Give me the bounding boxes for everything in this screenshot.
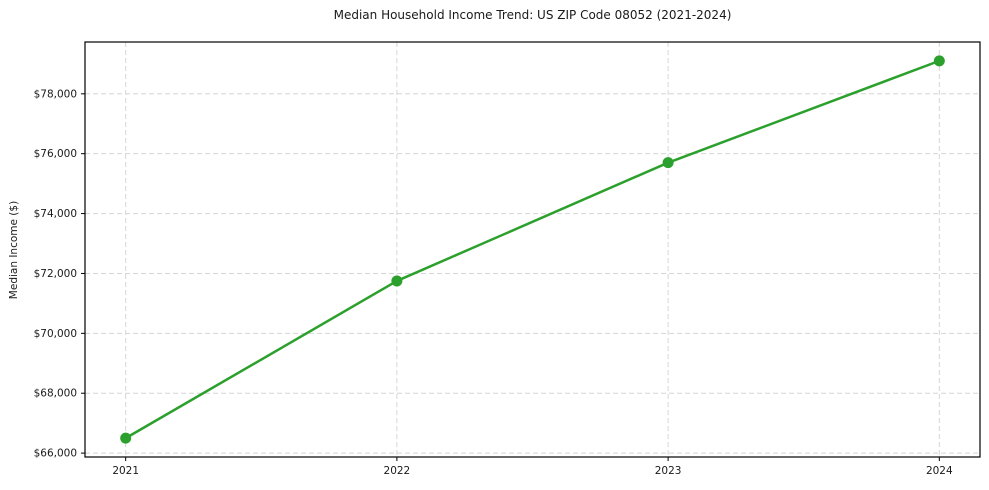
data-point-marker (120, 432, 132, 444)
data-point-marker (391, 275, 403, 287)
x-tick-label: 2023 (655, 465, 682, 477)
y-tick-label: $70,000 (34, 328, 77, 340)
y-tick-label: $68,000 (34, 388, 77, 400)
x-tick-label: 2024 (926, 465, 953, 477)
data-point-marker (662, 157, 674, 169)
y-tick-label: $76,000 (34, 148, 77, 160)
axes-box (84, 41, 981, 458)
y-tick-label: $78,000 (34, 88, 77, 100)
data-point-marker (933, 55, 945, 67)
x-tick-label: 2022 (384, 465, 411, 477)
y-tick-label: $66,000 (34, 448, 77, 460)
x-tick-label: 2021 (112, 465, 139, 477)
trend-line (124, 59, 941, 440)
y-tick-label: $74,000 (34, 208, 77, 220)
chart-title: Median Household Income Trend: US ZIP Co… (333, 8, 732, 22)
y-tick-label: $72,000 (34, 268, 77, 280)
